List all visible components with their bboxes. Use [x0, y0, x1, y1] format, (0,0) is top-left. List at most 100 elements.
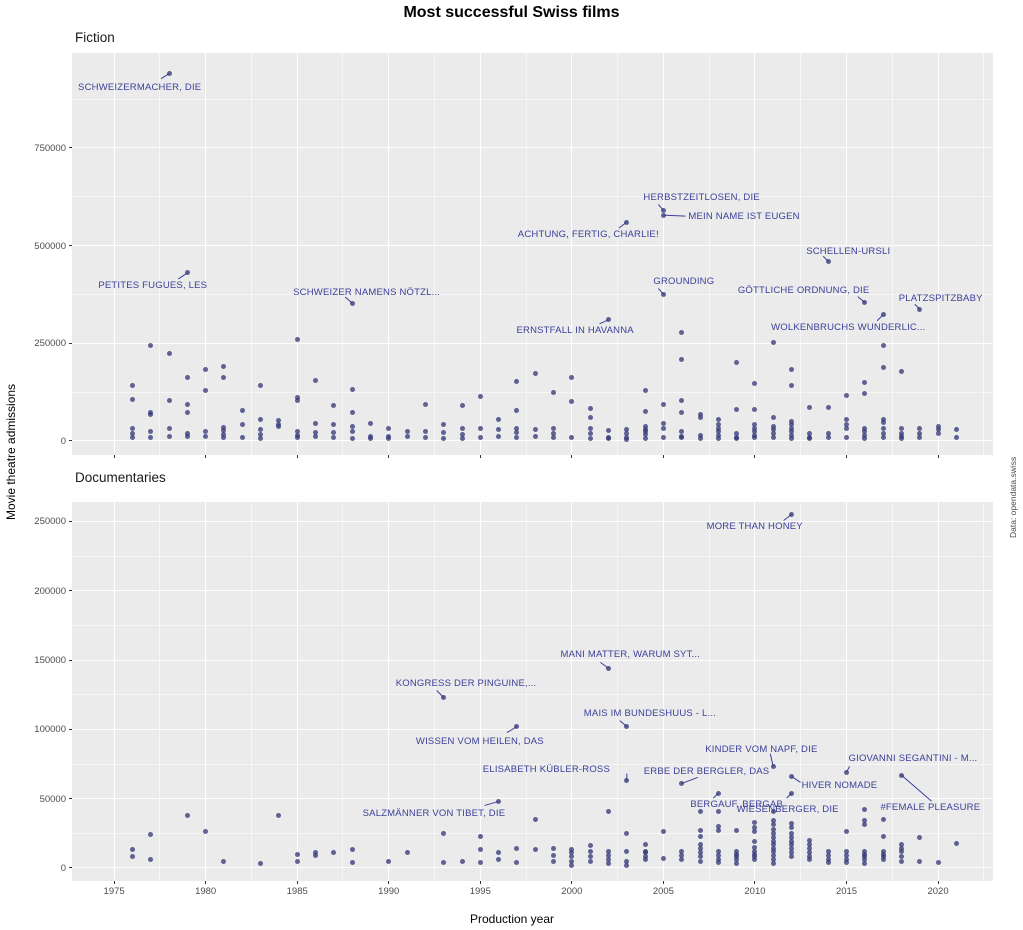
labeled-film-point [770, 764, 776, 770]
data-point [862, 854, 868, 860]
data-point [679, 435, 685, 441]
data-point [807, 846, 813, 852]
data-point [697, 414, 703, 420]
data-point [642, 436, 648, 442]
labeled-film-point [862, 300, 868, 306]
data-point [239, 407, 245, 413]
data-point [789, 830, 795, 836]
labeled-film-point [184, 270, 190, 276]
labeled-film-point [496, 798, 502, 804]
x-tick-mark [754, 455, 756, 458]
y-tick-label: 0 [60, 862, 66, 874]
data-point [752, 844, 758, 850]
data-point [642, 432, 648, 438]
data-point [770, 808, 776, 814]
data-point [789, 419, 795, 425]
data-point [844, 416, 850, 422]
data-point [935, 430, 941, 436]
data-point [129, 397, 135, 403]
data-point [514, 435, 520, 441]
film-label: KINDER VOM NAPF, DIE [705, 743, 818, 755]
gridline-y-minor [72, 391, 993, 393]
data-point [294, 337, 300, 343]
data-point [258, 861, 264, 867]
gridline-y-major [72, 342, 993, 344]
data-point [734, 854, 740, 860]
data-point [752, 425, 758, 431]
data-point [807, 857, 813, 863]
data-point [587, 843, 593, 849]
data-point [844, 393, 850, 399]
data-point [917, 834, 923, 840]
data-point [551, 846, 557, 852]
x-tick-label: 2000 [561, 886, 583, 897]
data-point [697, 833, 703, 839]
data-point [880, 833, 886, 839]
gridline-x-major [662, 53, 664, 455]
data-point [605, 848, 611, 854]
data-point [880, 848, 886, 854]
data-point [789, 382, 795, 388]
x-tick-label: 2005 [652, 886, 674, 897]
x-tick-mark [846, 881, 848, 884]
data-point [587, 414, 593, 420]
x-tick-mark [937, 455, 939, 458]
data-point [532, 370, 538, 376]
data-source-caption: Data: opendata.swiss [1008, 456, 1018, 538]
data-point [532, 816, 538, 822]
gridline-x-minor [342, 502, 344, 881]
data-point [221, 858, 227, 864]
data-point [477, 859, 483, 865]
data-point [825, 857, 831, 863]
data-point [697, 411, 703, 417]
data-point [935, 427, 941, 433]
data-point [807, 431, 813, 436]
data-point [642, 854, 648, 860]
film-label: BERGAUF, BERGAB [690, 799, 784, 811]
data-point [880, 425, 886, 431]
labeled-film-point [441, 694, 447, 700]
data-point [807, 404, 813, 410]
labeled-film-point [624, 219, 630, 225]
data-point [605, 808, 611, 814]
x-tick-mark [296, 881, 298, 884]
data-point [880, 364, 886, 370]
gridline-x-minor [800, 502, 802, 881]
data-point [807, 854, 813, 860]
data-point [880, 430, 886, 436]
gridline-x-minor [250, 502, 252, 881]
data-point [770, 822, 776, 828]
data-point [862, 425, 868, 431]
x-tick-mark [479, 881, 481, 884]
data-point [605, 857, 611, 863]
data-point [789, 367, 795, 373]
data-point [844, 435, 850, 441]
data-point [221, 374, 227, 380]
labeled-film-point [166, 71, 172, 77]
gridline-x-major [754, 53, 756, 455]
data-point [880, 416, 886, 422]
film-label: WISSEN VOM HEILEN, DAS [415, 735, 544, 747]
gridline-y-major [72, 728, 993, 730]
data-point [770, 430, 776, 436]
data-point [587, 858, 593, 864]
film-label: ELISABETH KÜBLER-ROSS [482, 763, 611, 775]
data-point [789, 821, 795, 827]
x-tick-mark [662, 455, 664, 458]
y-tick-mark [69, 147, 72, 149]
data-point [349, 436, 355, 442]
y-tick-label: 500000 [34, 240, 66, 252]
labeled-film-point [624, 724, 630, 730]
data-point [422, 401, 428, 407]
film-label: KONGRESS DER PINGUINE,... [395, 678, 537, 690]
gridline-y-major [72, 659, 993, 661]
data-point [349, 387, 355, 393]
data-point [441, 830, 447, 836]
data-point [807, 837, 813, 843]
gridline-x-minor [617, 502, 619, 881]
data-point [752, 857, 758, 863]
film-label: MAIS IM BUNDESHUUS - L... [583, 707, 717, 719]
data-point [789, 834, 795, 840]
data-point [697, 828, 703, 834]
y-tick-label: 0 [60, 435, 66, 447]
